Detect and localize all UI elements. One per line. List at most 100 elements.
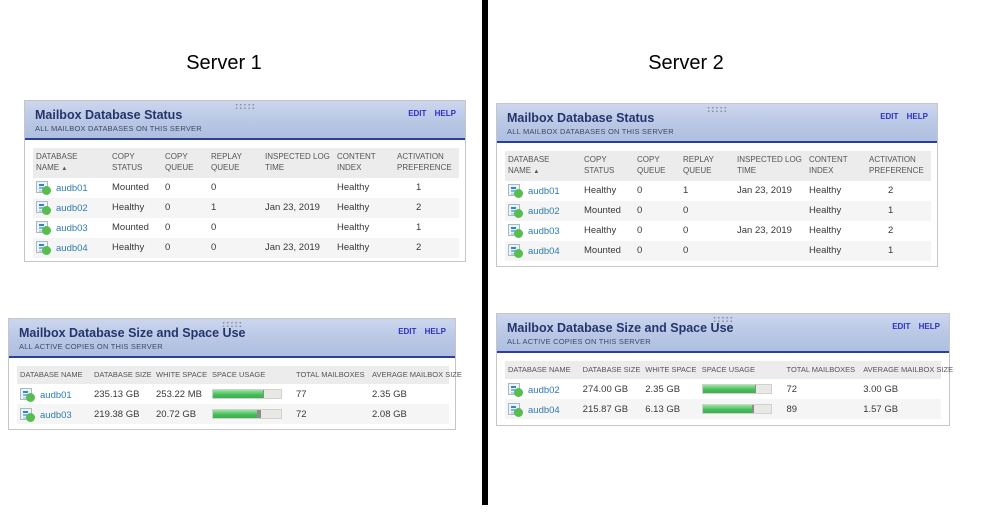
col-content-index: CONTENT INDEX [334,148,394,178]
total-mailboxes-cell: 77 [296,388,307,400]
content-index-cell: Healthy [337,182,370,194]
database-name-cell: audb02 [505,201,581,221]
edit-link[interactable]: EDIT [880,112,899,121]
database-icon [508,184,523,199]
database-name-link[interactable]: audb02 [528,206,560,218]
copy-queue-cell: 0 [165,202,171,214]
database-icon [508,224,523,239]
database-name-cell: audb03 [33,218,109,238]
activation-preference-cell: 2 [416,202,422,214]
database-name-link[interactable]: audb01 [528,186,560,198]
white-space-cell: 253.22 MB [156,388,202,400]
database-name-link[interactable]: audb01 [40,389,72,401]
database-size-cell: 219.38 GB [94,408,140,420]
database-name-link[interactable]: audb04 [528,246,560,258]
status-dot-icon [514,249,523,259]
widget-header: Mailbox Database Status ALL MAILBOX DATA… [497,104,937,143]
col-database-name: DATABASE NAME [17,366,91,385]
edit-link[interactable]: EDIT [892,322,911,331]
copy-status-cell: Mounted [584,245,621,257]
col-inspected-log-time: INSPECTED LOG TIME [734,151,806,181]
help-link[interactable]: HELP [918,322,940,331]
total-mailboxes-cell: 72 [296,408,307,420]
table-header-row: DATABASE NAME ▲ COPY STATUS COPY QUEUE R… [505,151,931,181]
database-name-link[interactable]: audb03 [528,226,560,238]
col-copy-queue: COPY QUEUE [162,148,208,178]
database-name-link[interactable]: audb04 [528,404,560,416]
status-dot-icon [514,189,523,199]
copy-status-cell: Mounted [584,205,621,217]
database-name-link[interactable]: audb02 [56,203,88,215]
help-link[interactable]: HELP [906,112,928,121]
space-usage-bar [701,404,772,415]
server-2-title: Server 2 [648,52,724,74]
database-icon [20,407,35,422]
space-usage-bar-fill [702,405,752,414]
database-status-table: DATABASE NAME ▲ COPY STATUS COPY QUEUE R… [505,151,931,261]
drag-handle-icon[interactable] [706,106,728,113]
database-name-link[interactable]: audb03 [40,409,72,421]
copy-status-cell: Mounted [112,182,149,194]
database-name-cell: audb01 [33,178,109,198]
col-replay-queue: REPLAY QUEUE [208,148,262,178]
drag-handle-icon[interactable] [221,321,243,328]
database-name-cell: audb02 [33,198,109,218]
col-database-size: DATABASE SIZE [579,361,643,380]
space-usage-cell [699,379,784,399]
space-usage-cell [699,399,784,419]
col-white-space: WHITE SPACE [642,361,699,380]
average-mailbox-size-cell: 3.00 GB [863,383,899,395]
database-name-link[interactable]: audb01 [56,183,88,195]
total-mailboxes-cell: 89 [786,403,798,415]
edit-link[interactable]: EDIT [408,109,427,118]
inspected-log-time-cell: Jan 23, 2019 [265,202,320,214]
sort-ascending-icon: ▲ [533,168,540,175]
copy-queue-cell: 0 [165,242,171,254]
database-name-cell: audb01 [505,181,581,201]
col-database-name: DATABASE NAME [505,361,580,380]
database-size-cell: 274.00 GB [582,383,629,395]
status-dot-icon [26,412,35,422]
database-name-cell: audb02 [505,379,580,399]
replay-queue-cell: 1 [683,185,689,197]
vertical-divider [482,0,488,505]
inspected-log-time-cell [734,241,806,261]
copy-status-cell: Healthy [584,225,617,237]
replay-queue-cell: 0 [683,245,689,257]
database-icon [508,244,523,259]
drag-handle-icon[interactable] [234,103,256,110]
table-header-row: DATABASE NAME DATABASE SIZE WHITE SPACE … [17,366,462,385]
help-link[interactable]: HELP [434,109,456,118]
database-icon [36,181,51,196]
database-icon [36,221,51,236]
help-link[interactable]: HELP [424,327,446,336]
table-row: audb02 Healthy 0 1 Jan 23, 2019 Healthy … [33,197,459,218]
copy-queue-cell: 0 [637,205,643,217]
database-name-link[interactable]: audb03 [56,223,88,235]
col-replay-queue: REPLAY QUEUE [680,151,734,181]
col-database-name[interactable]: DATABASE NAME ▲ [505,151,581,181]
sort-ascending-icon: ▲ [61,165,68,172]
col-copy-status: COPY STATUS [581,151,634,181]
drag-handle-icon[interactable] [712,316,734,323]
activation-preference-cell: 2 [888,185,894,197]
widget-title: Mailbox Database Size and Space Use [507,321,734,335]
widget-subtitle: ALL MAILBOX DATABASES ON THIS SERVER [507,127,674,136]
edit-link[interactable]: EDIT [398,327,417,336]
average-mailbox-size-cell: 2.08 GB [372,408,407,420]
col-activation-preference: ACTIVATION PREFERENCE [394,148,459,178]
space-usage-bar-whitespace [256,410,262,419]
space-usage-bar-whitespace [751,405,754,414]
database-icon [508,402,523,417]
database-name-link[interactable]: audb04 [56,243,88,255]
activation-preference-cell: 1 [888,245,894,257]
inspected-log-time-cell [262,178,334,198]
widget-header: Mailbox Database Size and Space Use ALL … [9,319,455,358]
table-row: audb04 215.87 GB 6.13 GB 89 1.57 GB [505,399,941,420]
average-mailbox-size-cell: 2.35 GB [372,388,407,400]
database-status-table: DATABASE NAME ▲ COPY STATUS COPY QUEUE R… [33,148,459,258]
col-database-name[interactable]: DATABASE NAME ▲ [33,148,109,178]
server-1-title: Server 1 [186,52,262,74]
database-name-link[interactable]: audb02 [528,384,560,396]
